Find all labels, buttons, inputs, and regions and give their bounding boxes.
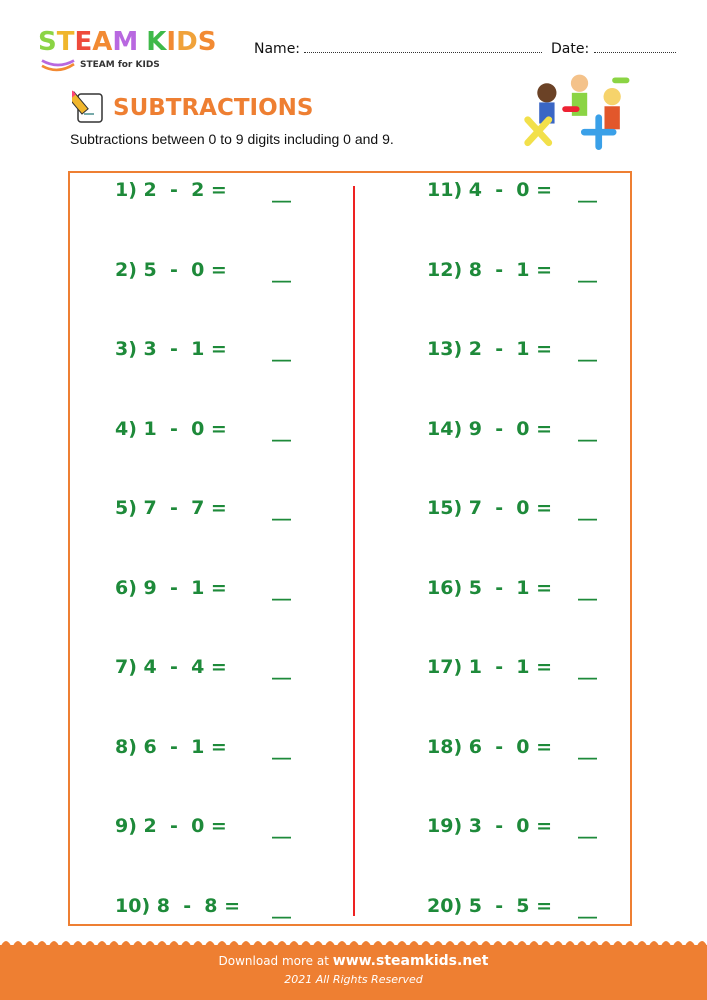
problem-16: 16) 5 - 1 =: [427, 576, 553, 599]
answer-blank[interactable]: __: [272, 419, 291, 442]
problem-10: 10) 8 - 8 =: [115, 894, 241, 917]
answer-blank[interactable]: __: [272, 737, 291, 760]
problem-1: 1) 2 - 2 =: [115, 179, 227, 201]
answer-blank[interactable]: __: [272, 658, 291, 680]
answer-blank[interactable]: __: [578, 499, 597, 521]
problem-11: 11) 4 - 0 =: [427, 179, 553, 201]
answer-blank[interactable]: __: [578, 578, 597, 601]
footer: Download more at www.steamkids.net 2021 …: [0, 945, 707, 1000]
answer-blank[interactable]: __: [272, 340, 291, 362]
problem-9: 9) 2 - 0 =: [115, 815, 227, 837]
answer-blank[interactable]: __: [578, 658, 597, 680]
answer-blank[interactable]: __: [272, 817, 291, 839]
logo-letter: D: [176, 27, 198, 57]
problem-12: 12) 8 - 1 =: [427, 258, 553, 281]
answer-blank[interactable]: __: [578, 817, 597, 839]
logo-letter: E: [74, 27, 93, 57]
answer-blank[interactable]: __: [272, 896, 291, 919]
problem-19: 19) 3 - 0 =: [427, 815, 553, 837]
answer-blank[interactable]: __: [272, 181, 291, 203]
problem-2: 2) 5 - 0 =: [115, 258, 227, 281]
logo-letter: T: [56, 27, 75, 57]
answer-blank[interactable]: __: [578, 181, 597, 203]
name-field[interactable]: Name:: [254, 40, 543, 57]
pencil-paper-icon: [72, 90, 103, 123]
problem-13: 13) 2 - 1 =: [427, 338, 553, 360]
answer-blank[interactable]: __: [578, 419, 597, 442]
logo-swoosh-icon: [41, 59, 75, 72]
answer-blank[interactable]: __: [578, 260, 597, 283]
page-title: SUBTRACTIONS: [113, 95, 314, 121]
answer-blank[interactable]: __: [272, 260, 291, 283]
logo-letter: M: [112, 27, 139, 57]
problem-14: 14) 9 - 0 =: [427, 417, 553, 440]
footer-download-text: Download more at: [218, 954, 329, 968]
answer-blank[interactable]: __: [578, 340, 597, 362]
name-label: Name:: [254, 41, 301, 57]
problem-6: 6) 9 - 1 =: [115, 576, 227, 599]
logo-letter: S: [197, 27, 217, 57]
steam-kids-logo: STEAM KIDS: [38, 28, 216, 56]
footer-download-line: Download more at www.steamkids.net: [0, 953, 707, 969]
problem-18: 18) 6 - 0 =: [427, 735, 553, 758]
logo-letter: S: [38, 27, 57, 57]
answer-blank[interactable]: __: [578, 737, 597, 760]
problem-17: 17) 1 - 1 =: [427, 656, 553, 678]
footer-site-link[interactable]: www.steamkids.net: [332, 953, 489, 969]
problem-20: 20) 5 - 5 =: [427, 894, 553, 917]
problem-15: 15) 7 - 0 =: [427, 497, 553, 519]
page-description: Subtractions between 0 to 9 digits inclu…: [70, 131, 394, 147]
date-label: Date:: [551, 41, 590, 57]
problems-box: [68, 171, 632, 926]
column-divider: [353, 186, 355, 916]
problem-7: 7) 4 - 4 =: [115, 656, 227, 678]
answer-blank[interactable]: __: [272, 499, 291, 521]
answer-blank[interactable]: __: [272, 578, 291, 601]
logo-letter: A: [92, 27, 113, 57]
logo-letter: K: [146, 27, 167, 57]
problem-3: 3) 3 - 1 =: [115, 338, 227, 360]
problem-4: 4) 1 - 0 =: [115, 417, 227, 440]
problem-8: 8) 6 - 1 =: [115, 735, 227, 758]
logo-letter: I: [166, 27, 177, 57]
date-field[interactable]: Date:: [551, 40, 676, 57]
problem-5: 5) 7 - 7 =: [115, 497, 227, 519]
logo-tagline: STEAM for KIDS: [80, 60, 160, 70]
answer-blank[interactable]: __: [578, 896, 597, 919]
kids-math-illustration: [524, 74, 630, 150]
footer-copyright: 2021 All Rights Reserved: [284, 973, 423, 986]
